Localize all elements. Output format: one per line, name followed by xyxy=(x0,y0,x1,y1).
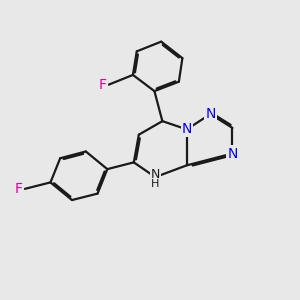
Text: N: N xyxy=(182,122,192,136)
Text: N: N xyxy=(151,168,160,181)
Text: H: H xyxy=(151,178,160,189)
Text: F: F xyxy=(98,78,106,92)
Text: F: F xyxy=(14,182,22,196)
Text: N: N xyxy=(227,146,238,161)
Text: N: N xyxy=(205,107,215,121)
